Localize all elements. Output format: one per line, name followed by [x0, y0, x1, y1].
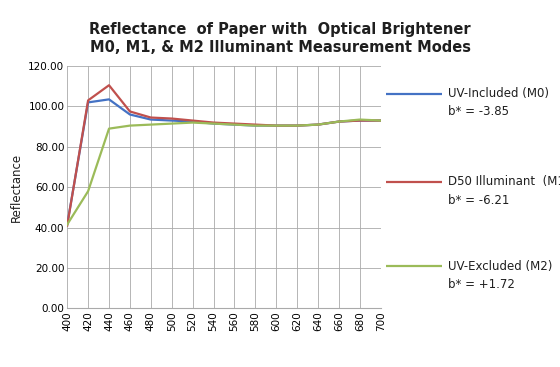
Text: b* = -6.21: b* = -6.21 [448, 193, 510, 207]
Text: b* = +1.72: b* = +1.72 [448, 278, 515, 291]
Text: b* = -3.85: b* = -3.85 [448, 105, 509, 119]
Text: D50 Illuminant  (M1): D50 Illuminant (M1) [448, 175, 560, 188]
Y-axis label: Reflectance: Reflectance [10, 153, 23, 222]
Text: UV-Excluded (M2): UV-Excluded (M2) [448, 259, 552, 273]
Text: M0, M1, & M2 Illuminant Measurement Modes: M0, M1, & M2 Illuminant Measurement Mode… [90, 40, 470, 55]
Text: UV-Included (M0): UV-Included (M0) [448, 87, 549, 100]
Text: Reflectance  of Paper with  Optical Brightener: Reflectance of Paper with Optical Bright… [89, 22, 471, 37]
